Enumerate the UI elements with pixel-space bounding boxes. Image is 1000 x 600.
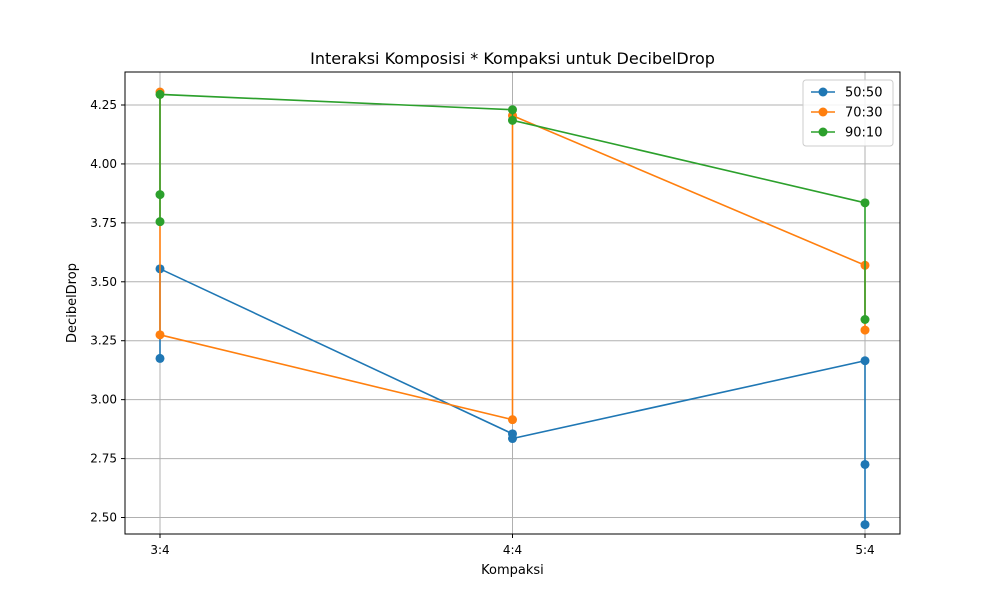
data-point [860, 325, 870, 335]
chart-title: Interaksi Komposisi * Kompaksi untuk Dec… [310, 49, 715, 68]
data-point [508, 105, 517, 115]
data-point [508, 115, 517, 125]
y-tick-label: 3.25 [90, 334, 117, 348]
x-tick-label: 4:4 [503, 543, 522, 557]
series-90-10 [155, 89, 870, 324]
data-point [860, 315, 870, 324]
y-tick-label: 2.50 [90, 511, 117, 525]
y-tick-label: 2.75 [90, 452, 117, 466]
data-point [860, 520, 870, 530]
x-axis-label: Kompaksi [481, 563, 544, 578]
legend-label: 90:10 [845, 126, 882, 141]
data-point [155, 217, 165, 227]
y-axis-label: DecibelDrop [65, 263, 80, 343]
y-tick-label: 3.00 [90, 393, 117, 407]
y-tick-label: 3.75 [90, 216, 117, 230]
x-tick-label: 5:4 [855, 543, 874, 557]
data-point [155, 353, 165, 363]
legend: 50:50 70:30 90:10 [802, 79, 894, 147]
y-tick-label: 3.50 [90, 275, 117, 289]
legend-item: 90:10 [811, 126, 882, 141]
data-point [155, 89, 165, 99]
data-point [155, 330, 165, 340]
data-point [860, 356, 870, 366]
data-point [508, 434, 517, 444]
data-point [860, 198, 870, 208]
data-point [860, 459, 870, 469]
legend-label: 70:30 [845, 106, 882, 121]
legend-marker [818, 107, 828, 117]
legend-label: 50:50 [845, 86, 882, 101]
series-layer [155, 87, 870, 530]
data-point [508, 415, 517, 425]
y-tick-label: 4.25 [90, 98, 117, 112]
axis-ticks: 3:4 4:4 5:4 2.50 2.75 3.00 3.25 3.50 3.75 4.00 4.2… [90, 98, 874, 557]
y-tick-label: 4.00 [90, 157, 117, 171]
legend-marker [818, 127, 828, 137]
legend-item: 50:50 [811, 86, 882, 101]
legend-item: 70:30 [811, 106, 882, 121]
x-tick-label: 3:4 [150, 543, 169, 557]
data-point [155, 190, 165, 200]
legend-marker [818, 87, 828, 97]
